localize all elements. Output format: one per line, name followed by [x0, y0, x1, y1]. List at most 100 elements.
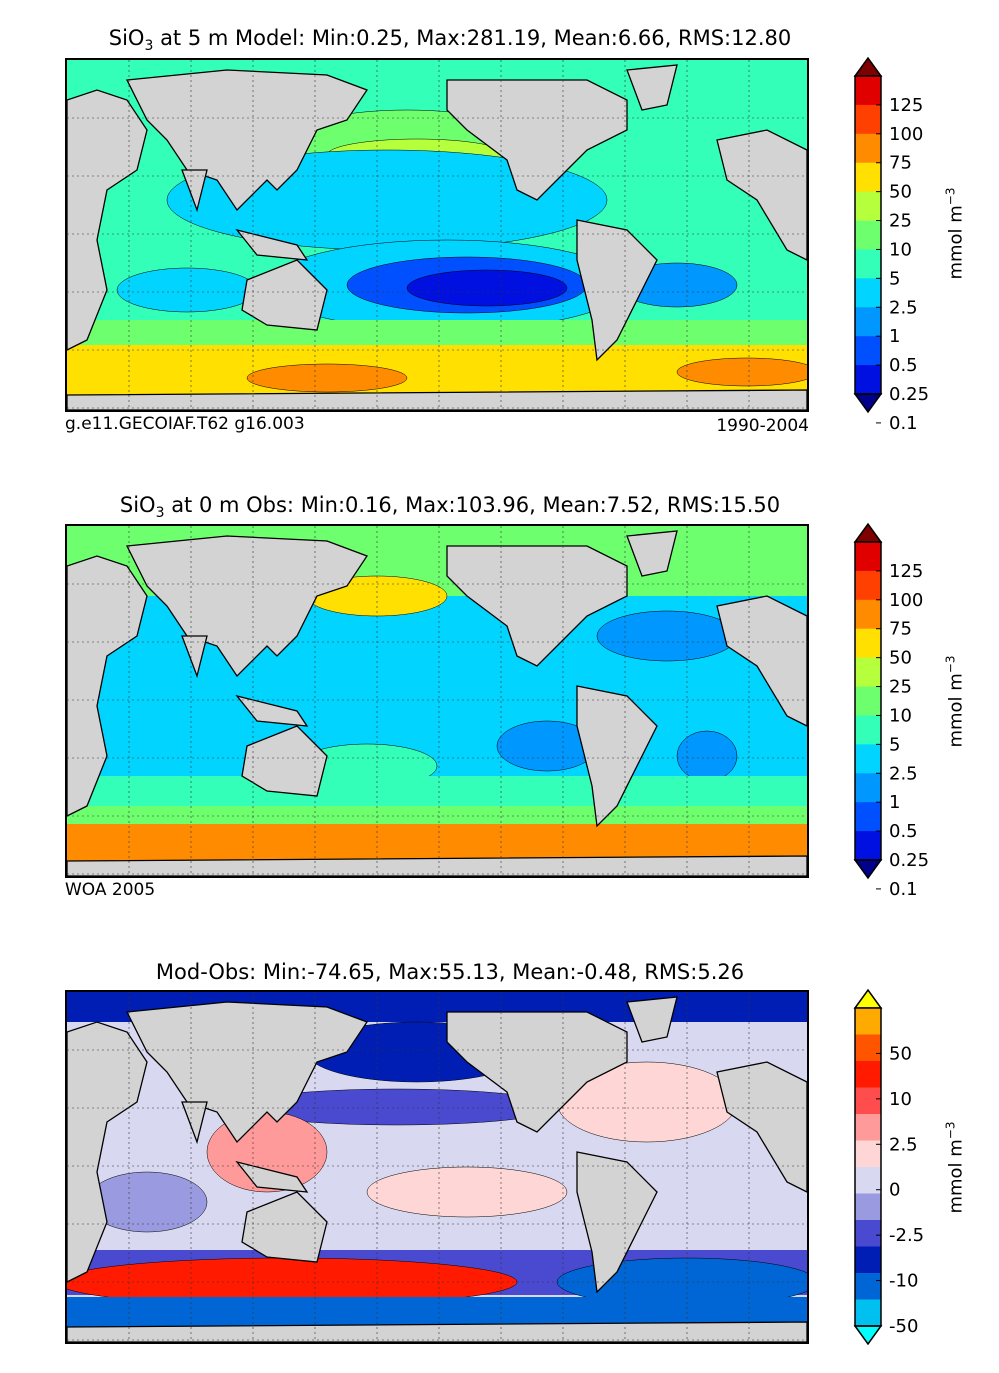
colorbar-segment — [855, 365, 881, 395]
colorbar-segment — [855, 599, 881, 630]
colorbar-tick-label: -2.5 — [889, 1225, 924, 1246]
land-mass — [67, 855, 807, 876]
land-mass — [235, 1160, 309, 1193]
colorbar-tick-label: 50 — [889, 648, 912, 669]
colorbar-tick-label: -50 — [889, 1316, 918, 1337]
colorbar-tick-label: 125 — [889, 561, 923, 582]
colorbar-frame — [854, 541, 882, 861]
colorbar-tick-label: 5 — [889, 734, 900, 755]
colorbar-extend-min — [853, 1325, 883, 1346]
colorbar-tick-label: 25 — [889, 677, 912, 698]
colorbar-tick-label: -10 — [889, 1271, 918, 1292]
contour-region — [366, 1166, 568, 1218]
land-mass — [446, 1011, 628, 1133]
panel-diff: Mod-Obs: Min:-74.65, Max:55.13, Mean:-0.… — [0, 920, 999, 1373]
contour-region — [676, 730, 738, 782]
land-mass — [446, 545, 628, 667]
colorbar-segment — [855, 831, 881, 861]
colorbar-svg: 125 100 75 50 25 10 5 2.5 1 0.5 0.25 0.1 — [853, 56, 929, 434]
colorbar-tick-label: 125 — [889, 95, 923, 116]
colorbar-segment — [855, 307, 881, 337]
colorbar-segment — [855, 278, 881, 308]
colorbar-segment — [855, 76, 881, 106]
colorbar-extend-min — [853, 393, 883, 414]
colorbar-tick-label: 2.5 — [889, 763, 918, 784]
colorbar-segment — [855, 686, 881, 716]
colorbar: 50 10 2.5 0 -2.5 -10 -50 — [853, 988, 924, 1346]
units-label: mmol m−3 — [943, 1121, 967, 1214]
colorbar-tick-label: 2.5 — [889, 1134, 918, 1155]
colorbar-extend-max — [853, 988, 883, 1009]
colorbar-svg: 125 100 75 50 25 10 5 2.5 1 0.5 0.25 0.1 — [853, 522, 929, 900]
colorbar-tick-label: 50 — [889, 182, 912, 203]
colorbar-tick-label: 25 — [889, 211, 912, 232]
land-mass — [125, 535, 368, 678]
colorbar-tick-label: 0 — [889, 1180, 900, 1201]
land-mass — [67, 1021, 148, 1283]
colorbar-frame — [854, 1007, 882, 1327]
colorbar-segment — [855, 336, 881, 366]
colorbar-tick-label: 10 — [889, 239, 912, 260]
units-label: mmol m−3 — [943, 655, 967, 748]
colorbar-segment — [855, 542, 881, 572]
colorbar-segment — [855, 162, 881, 193]
land-mass — [67, 389, 807, 410]
colorbar-tick-label: 100 — [889, 590, 923, 611]
colorbar-segment — [855, 1034, 881, 1062]
land-mass — [67, 555, 148, 817]
colorbar-segment — [855, 104, 881, 135]
colorbar-tick-label: 10 — [889, 705, 912, 726]
panel-obs: SiO3 at 0 m Obs: Min:0.16, Max:103.96, M… — [0, 460, 999, 920]
land-mass — [181, 169, 208, 213]
panel-model: SiO3 at 5 m Model: Min:0.25, Max:281.19,… — [0, 0, 999, 460]
colorbar-segment — [855, 1299, 881, 1327]
colorbar-tick-label: 0.1 — [889, 413, 918, 434]
land-mass — [125, 1001, 368, 1144]
footer-left: g.e11.GECOIAF.T62 g16.003 — [65, 414, 305, 434]
colorbar-tick-label: 75 — [889, 153, 912, 174]
land-mass — [576, 1151, 658, 1294]
contour-band — [67, 1297, 807, 1327]
land-mass — [446, 79, 628, 201]
panel-title: SiO3 at 5 m Model: Min:0.25, Max:281.19,… — [108, 26, 792, 55]
map-plot — [65, 524, 809, 878]
colorbar-tick-label: 0.5 — [889, 821, 918, 842]
land-mass — [125, 69, 368, 212]
land-mass — [716, 1061, 807, 1193]
panel-title: SiO3 at 0 m Obs: Min:0.16, Max:103.96, M… — [119, 493, 781, 522]
land-mass — [235, 694, 309, 727]
colorbar-segment — [855, 1220, 881, 1247]
colorbar-segment — [855, 715, 881, 745]
colorbar-segment — [855, 802, 881, 832]
land-mass — [241, 725, 328, 797]
colorbar-segment — [855, 570, 881, 601]
contour-region — [406, 269, 568, 307]
obs-map — [67, 526, 807, 876]
colorbar-segment — [855, 191, 881, 222]
colorbar-segment — [855, 220, 881, 250]
colorbar-tick-label: 5 — [889, 268, 900, 289]
land-mass — [67, 89, 148, 351]
land-mass — [181, 635, 208, 679]
land-mass — [241, 1191, 328, 1263]
colorbar-segment — [855, 1087, 881, 1115]
panel-title: Mod-Obs: Min:-74.65, Max:55.13, Mean:-0.… — [155, 960, 745, 984]
land-mass — [576, 685, 658, 828]
land-mass — [67, 1321, 807, 1342]
footer-left: WOA 2005 — [65, 880, 156, 900]
colorbar-segment — [855, 1193, 881, 1221]
colorbar-tick-label: 0.5 — [889, 355, 918, 376]
colorbar-segment — [855, 657, 881, 688]
contour-region — [116, 267, 258, 313]
land-mass — [626, 996, 678, 1043]
colorbar-svg: 50 10 2.5 0 -2.5 -10 -50 — [853, 988, 924, 1346]
colorbar-segment — [855, 1114, 881, 1141]
colorbar-segment — [855, 1061, 881, 1088]
colorbar-extend-min — [853, 859, 883, 880]
land-mass — [181, 1101, 208, 1145]
land-mass — [716, 129, 807, 261]
land-mass — [626, 64, 678, 111]
colorbar-segment — [855, 1246, 881, 1274]
contour-region — [596, 610, 738, 662]
colorbar-segment — [855, 628, 881, 659]
